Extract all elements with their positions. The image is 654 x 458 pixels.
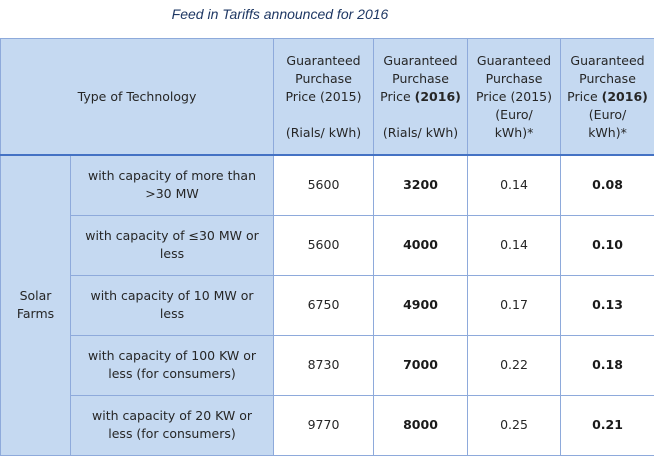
price-2016-rials: 4900 — [373, 274, 469, 336]
header-technology: Type of Technology — [0, 38, 275, 156]
capacity-label-line: less — [159, 246, 185, 261]
table-row: Solar Farms with capacity of more than >… — [0, 154, 654, 456]
price-2016-rials: 7000 — [373, 334, 469, 396]
capacity-label: with capacity of 20 KW or less (for cons… — [69, 394, 275, 456]
capacity-label: with capacity of ≤30 MW or less — [69, 214, 275, 276]
capacity-label-line: less (for consumers) — [108, 366, 236, 381]
header-line: (Euro/ — [588, 106, 627, 122]
price-2015-rials: 5600 — [273, 214, 375, 276]
header-line: Purchase — [579, 70, 636, 86]
price-2015-rials: 5600 — [273, 154, 375, 216]
group-label-line: Solar — [19, 288, 52, 304]
header-line: Guaranteed — [476, 52, 552, 68]
header-line-prefix: Price — [567, 88, 602, 104]
tariffs-table: Type of Technology Guaranteed Purchase P… — [0, 38, 654, 456]
header-line: kWh)* — [494, 124, 534, 140]
header-price-2016-euro: Guaranteed Purchase Price (2016) (Euro/ … — [560, 38, 654, 156]
header-line: Price (2016) — [563, 88, 652, 106]
capacity-label-line: less — [159, 306, 185, 321]
header-line: Purchase — [392, 70, 449, 86]
price-2016-euro: 0.08 — [560, 154, 654, 216]
header-line: Guaranteed — [286, 52, 361, 68]
header-line: Guaranteed — [570, 52, 645, 68]
price-2015-euro: 0.14 — [467, 214, 562, 276]
price-2015-euro: 0.25 — [467, 394, 562, 456]
header-price-2015-rials: Guaranteed Purchase Price (2015) (Rials/… — [273, 38, 375, 156]
table-row: with capacity of 10 MW or less 6750 4900… — [1, 274, 654, 336]
capacity-label-line: >30 MW — [145, 186, 199, 202]
header-line: (Euro/ — [495, 106, 533, 122]
header-unit: (Rials/ kWh) — [382, 124, 459, 140]
capacity-label: with capacity of 10 MW or less — [69, 274, 275, 336]
group-solar-farms: Solar Farms — [0, 154, 71, 456]
table-row: with capacity of 100 KW or less (for con… — [1, 334, 654, 396]
table-caption: Feed in Tariffs announced for 2016 — [171, 6, 389, 22]
header-line: Price (2015) — [285, 88, 362, 104]
header-line: kWh)* — [588, 124, 627, 140]
price-2016-euro: 0.13 — [560, 274, 654, 336]
header-line: Price (2016) — [376, 88, 465, 106]
price-2016-euro: 0.21 — [560, 394, 654, 456]
price-2016-rials: 8000 — [373, 394, 469, 456]
capacity-label-line: with capacity of more than — [87, 168, 257, 184]
header-line: Price (2015) — [475, 88, 553, 104]
header-unit: (Rials/ kWh) — [285, 124, 362, 140]
price-2015-rials: 8730 — [273, 334, 375, 396]
header-price-2016-rials: Guaranteed Purchase Price (2016) (Rials/… — [373, 38, 469, 156]
header-technology-label: Type of Technology — [77, 88, 197, 104]
capacity-label: with capacity of more than >30 MW — [69, 154, 275, 216]
header-line: Purchase — [295, 70, 352, 86]
price-2015-euro: 0.17 — [467, 274, 562, 336]
capacity-label-line: with capacity of 100 KW or — [88, 348, 256, 363]
header-year-bold: (2016) — [414, 88, 461, 104]
price-2016-rials: 3200 — [373, 154, 469, 216]
price-2016-euro: 0.18 — [560, 334, 654, 396]
capacity-label-line: less (for consumers) — [108, 426, 236, 441]
capacity-label: with capacity of 100 KW or less (for con… — [69, 334, 275, 396]
group-label-line: Farms — [16, 306, 55, 322]
capacity-label-line: with capacity of ≤30 MW or — [85, 228, 259, 243]
header-line: Guaranteed — [383, 52, 458, 68]
price-2015-euro: 0.22 — [467, 334, 562, 396]
price-2016-rials: 4000 — [373, 214, 469, 276]
price-2015-euro: 0.14 — [467, 154, 562, 216]
table-row: with capacity of ≤30 MW or less 5600 400… — [1, 214, 654, 276]
price-2015-rials: 9770 — [273, 394, 375, 456]
capacity-label-line: with capacity of 10 MW or — [90, 288, 254, 303]
header-row: Type of Technology Guaranteed Purchase P… — [0, 38, 654, 156]
header-line: Purchase — [485, 70, 543, 86]
capacity-label-line: with capacity of 20 KW or — [92, 408, 253, 423]
header-price-2015-euro: Guaranteed Purchase Price (2015) (Euro/ … — [467, 38, 562, 156]
price-2016-euro: 0.10 — [560, 214, 654, 276]
header-year-bold: (2016) — [601, 88, 648, 104]
price-2015-rials: 6750 — [273, 274, 375, 336]
header-line-prefix: Price — [380, 88, 415, 104]
table-row: with capacity of 20 KW or less (for cons… — [1, 394, 654, 456]
